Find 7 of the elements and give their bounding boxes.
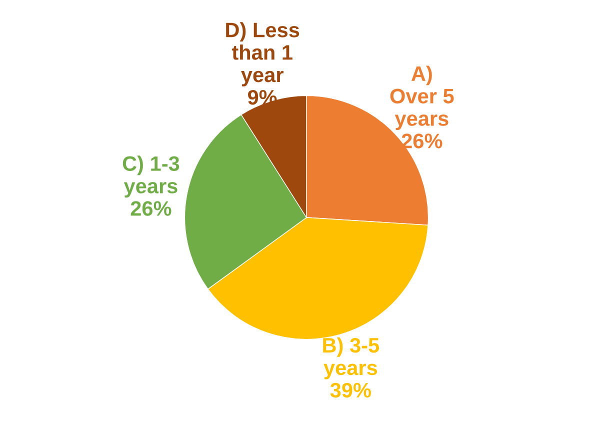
slice-label: B) 3-5 years xyxy=(323,337,380,380)
slice-label: D) Less than 1 year xyxy=(226,22,300,86)
slice-label: C) 1-3 years xyxy=(122,156,180,198)
data-label: 26% xyxy=(130,201,172,216)
data-label: 39% xyxy=(330,382,371,398)
slice-label: A) Over 5 years xyxy=(390,66,454,130)
data-label: 26% xyxy=(402,134,442,148)
